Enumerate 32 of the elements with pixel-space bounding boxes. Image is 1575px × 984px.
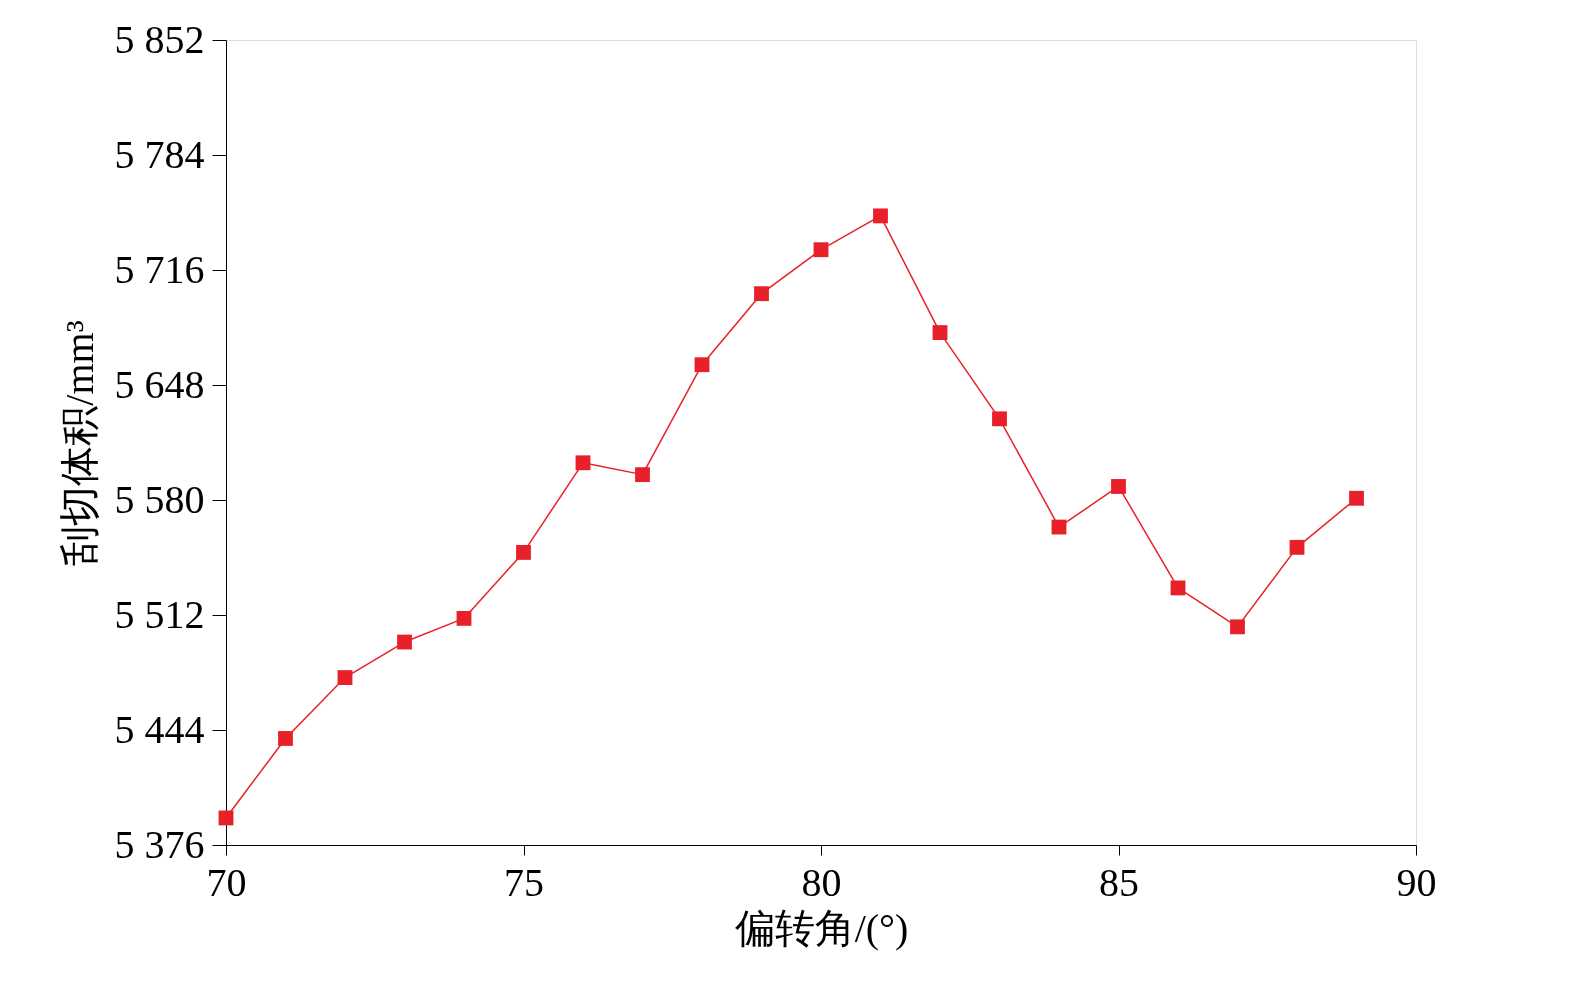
y-tick-label: 5 580 — [114, 476, 205, 522]
x-tick-label: 80 — [801, 859, 842, 905]
x-tick-label: 75 — [504, 859, 544, 905]
point — [516, 545, 531, 560]
point — [1111, 479, 1126, 494]
point — [992, 411, 1007, 427]
point — [337, 670, 353, 685]
y-tick-label: 5 852 — [114, 16, 205, 62]
point — [813, 242, 829, 258]
point — [635, 467, 650, 483]
y-tick-label: 5 444 — [114, 706, 205, 752]
y-tick-label: 5 716 — [114, 246, 205, 292]
point — [575, 455, 591, 471]
y-tick-label: 5 376 — [114, 821, 205, 867]
x-axis-title: 偏转角/(°) — [734, 905, 909, 951]
point — [694, 357, 710, 373]
x-tick-label: 70 — [206, 859, 247, 905]
point — [1349, 490, 1364, 506]
y-axis-title: 刮切体积/mm³ — [56, 320, 102, 566]
point — [873, 208, 888, 224]
x-tick-label: 85 — [1099, 859, 1139, 905]
y-tick-label: 5 784 — [114, 131, 205, 177]
y-tick-label: 5 512 — [114, 591, 205, 637]
point — [1230, 619, 1245, 635]
point — [456, 610, 472, 626]
point — [1289, 539, 1305, 555]
point — [932, 325, 948, 340]
point — [397, 634, 412, 650]
x-tick-label: 90 — [1396, 859, 1437, 905]
point — [278, 731, 293, 746]
y-tick-label: 5 648 — [114, 361, 205, 407]
point — [754, 286, 769, 302]
